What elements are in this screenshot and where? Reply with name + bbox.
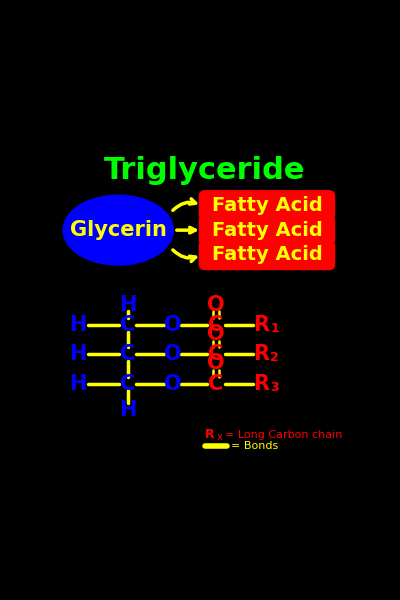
Text: = Bonds: = Bonds	[231, 440, 279, 451]
FancyBboxPatch shape	[200, 241, 334, 269]
Text: 2: 2	[270, 352, 279, 364]
Text: Fatty Acid: Fatty Acid	[212, 245, 322, 265]
Text: O: O	[164, 314, 181, 335]
Text: C: C	[208, 314, 224, 335]
Text: Fatty Acid: Fatty Acid	[212, 196, 322, 215]
Text: C: C	[120, 314, 135, 335]
Text: O: O	[207, 353, 225, 373]
Text: O: O	[164, 344, 181, 364]
Text: O: O	[207, 295, 225, 314]
Text: R: R	[253, 314, 269, 335]
Ellipse shape	[62, 194, 174, 266]
Text: 1: 1	[270, 322, 279, 335]
Text: O: O	[207, 324, 225, 344]
Text: Fatty Acid: Fatty Acid	[212, 221, 322, 239]
Text: 3: 3	[270, 381, 279, 394]
Text: C: C	[120, 344, 135, 364]
Text: H: H	[69, 344, 86, 364]
Text: Triglyceride: Triglyceride	[104, 156, 306, 185]
Text: C: C	[208, 344, 224, 364]
FancyBboxPatch shape	[200, 215, 334, 245]
Text: C: C	[208, 374, 224, 394]
Text: C: C	[120, 374, 135, 394]
Text: O: O	[164, 374, 181, 394]
Text: H: H	[69, 374, 86, 394]
Text: = Long Carbon chain: = Long Carbon chain	[225, 430, 342, 440]
Text: Glycerin: Glycerin	[70, 220, 167, 240]
Text: H: H	[119, 400, 136, 420]
Text: x: x	[217, 432, 222, 442]
Text: H: H	[69, 314, 86, 335]
Text: H: H	[119, 295, 136, 314]
Text: R: R	[253, 374, 269, 394]
FancyBboxPatch shape	[200, 191, 334, 220]
Text: R: R	[253, 344, 269, 364]
Text: R: R	[205, 428, 215, 441]
